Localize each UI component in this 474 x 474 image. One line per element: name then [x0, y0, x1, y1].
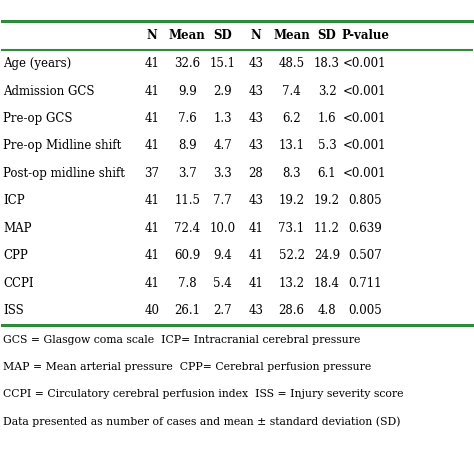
- Text: Data presented as number of cases and mean ± standard deviation (SD): Data presented as number of cases and me…: [3, 416, 401, 427]
- Text: 41: 41: [248, 222, 264, 235]
- Text: 13.2: 13.2: [279, 277, 304, 290]
- Text: 43: 43: [248, 112, 264, 125]
- Text: 1.3: 1.3: [213, 112, 232, 125]
- Text: Pre-op GCS: Pre-op GCS: [3, 112, 73, 125]
- Text: 6.1: 6.1: [318, 167, 337, 180]
- Text: <0.001: <0.001: [343, 167, 387, 180]
- Text: SD: SD: [213, 29, 232, 42]
- Text: N: N: [251, 29, 261, 42]
- Text: <0.001: <0.001: [343, 112, 387, 125]
- Text: 1.6: 1.6: [318, 112, 337, 125]
- Text: 43: 43: [248, 304, 264, 318]
- Text: Mean: Mean: [169, 29, 206, 42]
- Text: 0.711: 0.711: [348, 277, 382, 290]
- Text: 15.1: 15.1: [210, 57, 236, 70]
- Text: 7.4: 7.4: [282, 84, 301, 98]
- Text: 43: 43: [248, 194, 264, 208]
- Text: CCPI: CCPI: [3, 277, 34, 290]
- Text: 18.4: 18.4: [314, 277, 340, 290]
- Text: <0.001: <0.001: [343, 84, 387, 98]
- Text: 41: 41: [144, 112, 159, 125]
- Text: 3.7: 3.7: [178, 167, 197, 180]
- Text: 72.4: 72.4: [174, 222, 201, 235]
- Text: 9.4: 9.4: [213, 249, 232, 263]
- Text: CPP: CPP: [3, 249, 28, 263]
- Text: 41: 41: [144, 139, 159, 153]
- Text: 26.1: 26.1: [174, 304, 200, 318]
- Text: 19.2: 19.2: [314, 194, 340, 208]
- Text: 4.8: 4.8: [318, 304, 337, 318]
- Text: 6.2: 6.2: [282, 112, 301, 125]
- Text: 37: 37: [144, 167, 159, 180]
- Text: 19.2: 19.2: [279, 194, 304, 208]
- Text: ISS: ISS: [3, 304, 24, 318]
- Text: Pre-op Midline shift: Pre-op Midline shift: [3, 139, 121, 153]
- Text: 11.5: 11.5: [174, 194, 200, 208]
- Text: <0.001: <0.001: [343, 57, 387, 70]
- Text: 5.3: 5.3: [318, 139, 337, 153]
- Text: 7.6: 7.6: [178, 112, 197, 125]
- Text: 10.0: 10.0: [210, 222, 236, 235]
- Text: 24.9: 24.9: [314, 249, 340, 263]
- Text: 32.6: 32.6: [174, 57, 201, 70]
- Text: 43: 43: [248, 139, 264, 153]
- Text: Age (years): Age (years): [3, 57, 72, 70]
- Text: 11.2: 11.2: [314, 222, 340, 235]
- Text: 41: 41: [144, 84, 159, 98]
- Text: ICP: ICP: [3, 194, 25, 208]
- Text: 2.9: 2.9: [213, 84, 232, 98]
- Text: 4.7: 4.7: [213, 139, 232, 153]
- Text: SD: SD: [318, 29, 337, 42]
- Text: 7.8: 7.8: [178, 277, 197, 290]
- Text: 41: 41: [144, 249, 159, 263]
- Text: CCPI = Circulatory cerebral perfusion index  ISS = Injury severity score: CCPI = Circulatory cerebral perfusion in…: [3, 389, 404, 399]
- Text: 43: 43: [248, 84, 264, 98]
- Text: 0.005: 0.005: [348, 304, 382, 318]
- Text: 48.5: 48.5: [278, 57, 305, 70]
- Text: 28: 28: [248, 167, 264, 180]
- Text: 41: 41: [144, 222, 159, 235]
- Text: 3.3: 3.3: [213, 167, 232, 180]
- Text: 3.2: 3.2: [318, 84, 337, 98]
- Text: GCS = Glasgow coma scale  ICP= Intracranial cerebral pressure: GCS = Glasgow coma scale ICP= Intracrani…: [3, 335, 361, 345]
- Text: 8.9: 8.9: [178, 139, 197, 153]
- Text: 41: 41: [248, 249, 264, 263]
- Text: 8.3: 8.3: [282, 167, 301, 180]
- Text: MAP: MAP: [3, 222, 32, 235]
- Text: 41: 41: [248, 277, 264, 290]
- Text: MAP = Mean arterial pressure  CPP= Cerebral perfusion pressure: MAP = Mean arterial pressure CPP= Cerebr…: [3, 362, 372, 372]
- Text: Mean: Mean: [273, 29, 310, 42]
- Text: 60.9: 60.9: [174, 249, 201, 263]
- Text: 0.639: 0.639: [348, 222, 382, 235]
- Text: 0.805: 0.805: [348, 194, 382, 208]
- Text: 28.6: 28.6: [279, 304, 304, 318]
- Text: 52.2: 52.2: [279, 249, 304, 263]
- Text: 73.1: 73.1: [278, 222, 305, 235]
- Text: 7.7: 7.7: [213, 194, 232, 208]
- Text: 41: 41: [144, 194, 159, 208]
- Text: 41: 41: [144, 277, 159, 290]
- Text: P-value: P-value: [341, 29, 389, 42]
- Text: Post-op midline shift: Post-op midline shift: [3, 167, 125, 180]
- Text: 9.9: 9.9: [178, 84, 197, 98]
- Text: 2.7: 2.7: [213, 304, 232, 318]
- Text: Admission GCS: Admission GCS: [3, 84, 95, 98]
- Text: N: N: [146, 29, 157, 42]
- Text: 0.507: 0.507: [348, 249, 382, 263]
- Text: 18.3: 18.3: [314, 57, 340, 70]
- Text: <0.001: <0.001: [343, 139, 387, 153]
- Text: 40: 40: [144, 304, 159, 318]
- Text: 13.1: 13.1: [279, 139, 304, 153]
- Text: 5.4: 5.4: [213, 277, 232, 290]
- Text: 41: 41: [144, 57, 159, 70]
- Text: 43: 43: [248, 57, 264, 70]
